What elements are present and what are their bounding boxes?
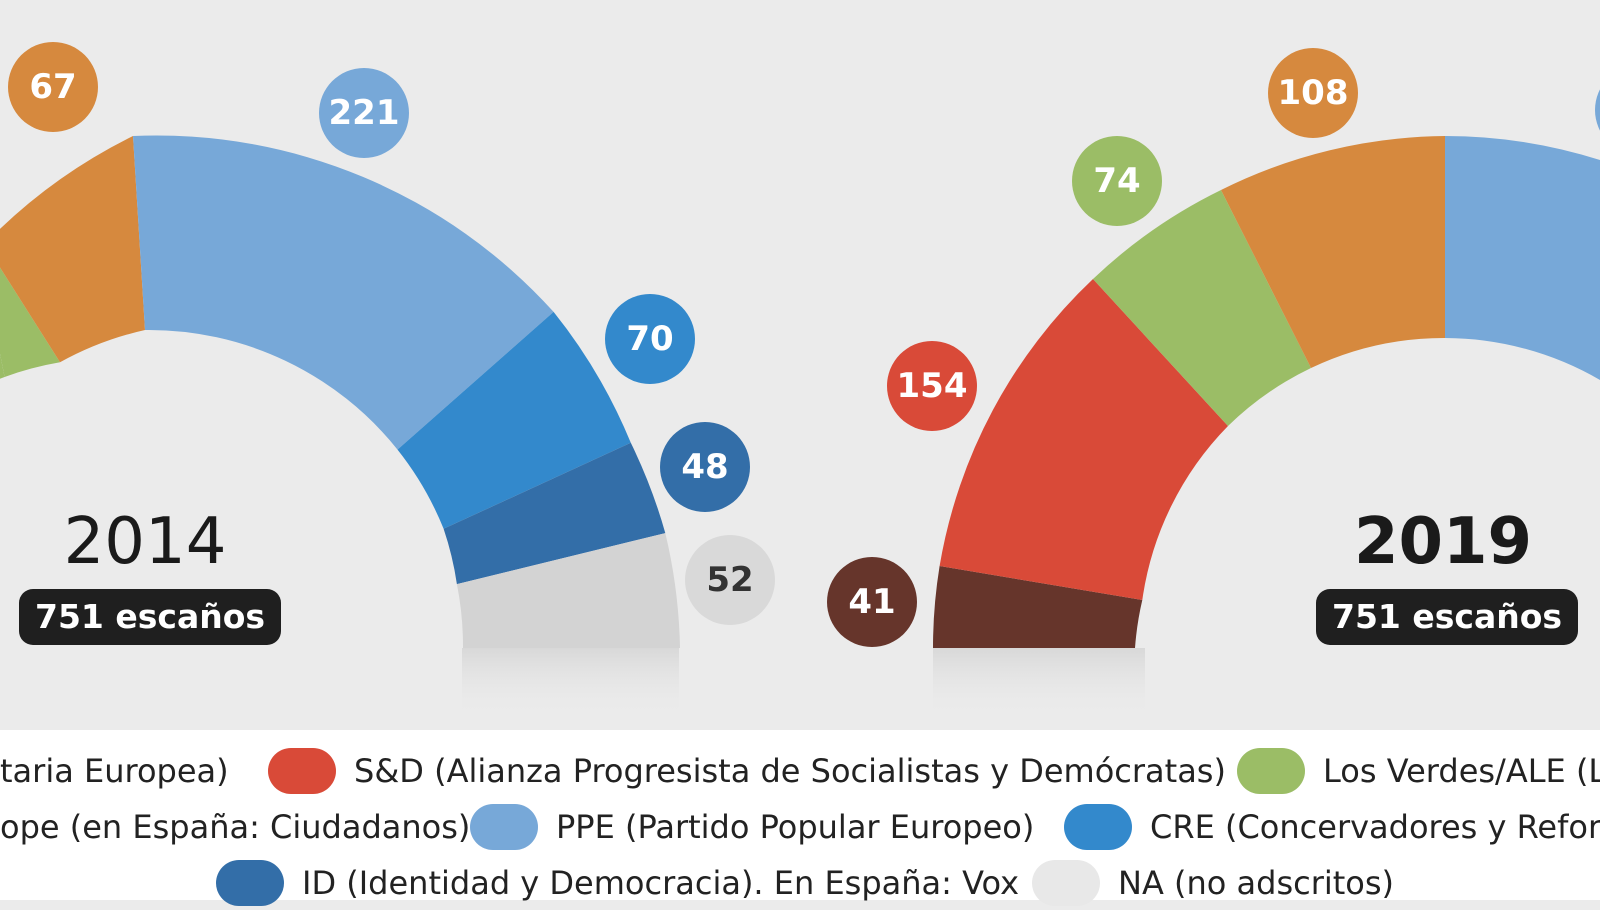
legend-swatch-cre <box>1064 804 1132 850</box>
bubble-2019-verdes-value: 74 <box>1093 161 1140 201</box>
bubble-2014-ppe: 221 <box>319 68 409 158</box>
bubble-2019-gue-value: 41 <box>848 582 895 622</box>
segment-2014-na <box>456 533 680 648</box>
legend-item-renew: ope (en España: Ciudadanos) <box>0 800 470 854</box>
bubble-2014-renew: 67 <box>8 42 98 132</box>
legend-row-3: ID (Identidad y Democracia). En España: … <box>0 856 1600 910</box>
legend-item-na: NA (no adscritos) <box>1032 856 1394 910</box>
chart-stage: 67 221 70 48 52 41 154 74 <box>0 42 1600 718</box>
seats-2014-badge: 751 escaños <box>19 589 282 645</box>
year-2019-label: 2019 <box>1353 505 1533 579</box>
legend-label-sd: S&D (Alianza Progresista de Socialistas … <box>354 752 1226 790</box>
legend-swatch-ppe <box>470 804 538 850</box>
legend-item-gue: taria Europea) <box>0 744 229 798</box>
legend-item-ppe: PPE (Partido Popular Europeo) <box>470 800 1034 854</box>
segment-2014-id <box>443 442 666 585</box>
legend-row-1: taria Europea) S&D (Alianza Progresista … <box>0 744 1600 798</box>
bubble-2014-renew-value: 67 <box>29 67 76 107</box>
legend-row-2: ope (en España: Ciudadanos) PPE (Partido… <box>0 800 1600 854</box>
parliament-charts: 67 221 70 48 52 41 154 74 <box>0 42 1600 718</box>
legend-item-sd: S&D (Alianza Progresista de Socialistas … <box>268 744 1226 798</box>
seats-2019-badge: 751 escaños <box>1316 589 1579 645</box>
legend-swatch-id <box>216 860 284 906</box>
floor-shadow-2014 <box>462 648 679 718</box>
legend-label-verdes: Los Verdes/ALE (L <box>1323 752 1600 790</box>
year-2014-label: 2014 <box>63 505 227 579</box>
bubble-2014-cre-value: 70 <box>626 319 673 359</box>
legend-label-cre: CRE (Concervadores y Reforn <box>1150 808 1600 846</box>
legend-item-verdes: Los Verdes/ALE (L <box>1237 744 1600 798</box>
bubble-2019-ppe-partial <box>1595 89 1600 131</box>
bubble-2019-renew: 108 <box>1268 48 1358 138</box>
bubble-2019-verdes: 74 <box>1072 136 1162 226</box>
legend-swatch-na <box>1032 860 1100 906</box>
segment-2014-renew <box>0 136 145 363</box>
bubble-2019-sd-value: 154 <box>897 366 968 406</box>
segment-2014-cre <box>397 311 631 529</box>
floor-shadow-2019 <box>933 648 1145 718</box>
bubble-2019-renew-value: 108 <box>1278 73 1349 113</box>
legend-label-gue: taria Europea) <box>0 752 229 790</box>
segment-2019-renew <box>1221 136 1445 368</box>
legend-item-id: ID (Identidad y Democracia). En España: … <box>216 856 1019 910</box>
legend-label-na: NA (no adscritos) <box>1118 864 1395 902</box>
legend-swatch-sd <box>268 748 336 794</box>
bubble-2019-gue: 41 <box>827 557 917 647</box>
segment-2019-ppe <box>1445 136 1600 380</box>
bubble-2014-na: 52 <box>685 535 775 625</box>
bubble-2014-ppe-value: 221 <box>329 93 400 133</box>
legend-label-renew: ope (en España: Ciudadanos) <box>0 808 471 846</box>
bubble-2019-sd: 154 <box>887 341 977 431</box>
bubble-2014-id-value: 48 <box>681 447 728 487</box>
segment-2019-verdes <box>1093 190 1311 426</box>
bubble-2014-na-value: 52 <box>706 560 753 600</box>
bubble-2014-cre: 70 <box>605 294 695 384</box>
segment-2019-sd <box>939 279 1228 600</box>
bubble-2014-id: 48 <box>660 422 750 512</box>
arc-2019 <box>933 136 1600 648</box>
arc-2014 <box>0 135 680 648</box>
legend-label-id: ID (Identidad y Democracia). En España: … <box>302 864 1020 902</box>
segment-2019-gue <box>933 566 1143 648</box>
segment-2014-ppe <box>133 135 554 450</box>
legend-label-ppe: PPE (Partido Popular Europeo) <box>556 808 1035 846</box>
segment-2014-verdes-b <box>0 267 60 377</box>
legend: taria Europea) S&D (Alianza Progresista … <box>0 730 1600 906</box>
segment-2014-verdes <box>0 353 5 379</box>
legend-swatch-verdes <box>1237 748 1305 794</box>
legend-item-cre: CRE (Concervadores y Reforn <box>1064 800 1600 854</box>
